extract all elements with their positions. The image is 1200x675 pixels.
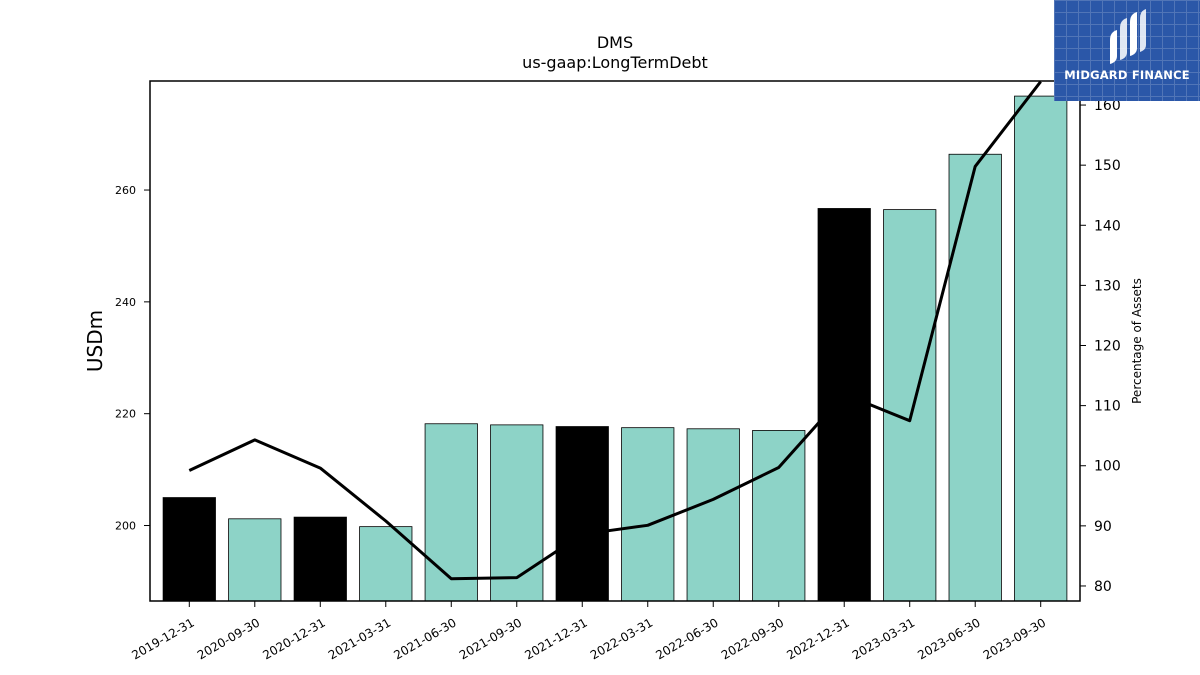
bar-2022-09-30 (752, 430, 806, 602)
chart-title: DMS (597, 33, 633, 52)
y2-tick-label: 90 (1094, 519, 1112, 535)
bar-series (162, 95, 1068, 602)
bar-2023-03-31 (883, 209, 937, 602)
brand-logo: MIDGARD FINANCE (1054, 0, 1200, 101)
x-tick-label: 2021-12-31 (522, 615, 589, 662)
x-tick-label: 2021-09-30 (457, 615, 524, 662)
x-tick-label: 2020-09-30 (195, 615, 262, 662)
brand-name: MIDGARD FINANCE (1064, 68, 1190, 82)
y2-tick-label: 100 (1094, 459, 1121, 475)
x-tick-label: 2019-12-31 (129, 615, 196, 662)
y2-tick-label: 160 (1094, 98, 1121, 114)
midgard-logo-icon (1110, 9, 1146, 64)
bar-2023-09-30 (1014, 95, 1068, 602)
y-tick-label: 220 (115, 408, 136, 421)
bar-2023-06-30 (948, 153, 1002, 602)
x-tick-label: 2021-06-30 (391, 615, 458, 662)
y2-tick-label: 80 (1094, 579, 1112, 595)
y2-tick-label: 130 (1094, 278, 1121, 294)
y-axis-label: USDm (83, 310, 107, 372)
y2-tick-label: 110 (1094, 399, 1121, 415)
bar-2020-09-30 (228, 518, 282, 602)
y2-tick-label: 150 (1094, 158, 1121, 174)
y2-axis-label: Percentage of Assets (1130, 278, 1144, 404)
x-tick-label: 2023-03-31 (850, 615, 917, 662)
y2-tick-label: 140 (1094, 218, 1121, 234)
y2-tick-label: 120 (1094, 339, 1121, 355)
x-tick-label: 2021-03-31 (326, 615, 393, 662)
line-series (188, 81, 1042, 581)
x-tick-label: 2023-09-30 (981, 615, 1048, 662)
x-tick-label: 2022-12-31 (784, 615, 851, 662)
chart-subtitle: us-gaap:LongTermDebt (522, 53, 708, 72)
y-tick-label: 240 (115, 296, 136, 309)
bar-2020-12-31 (293, 516, 347, 602)
bar-2019-12-31 (162, 497, 216, 602)
bar-2021-03-31 (359, 526, 413, 602)
percentage-line (188, 81, 1042, 581)
bar-2021-06-30 (424, 423, 478, 602)
bar-2022-06-30 (686, 428, 740, 602)
x-tick-label: 2023-06-30 (915, 615, 982, 662)
x-tick-label: 2020-12-31 (260, 615, 327, 662)
x-tick-label: 2022-06-30 (653, 615, 720, 662)
plot-frame (149, 80, 1081, 602)
bar-2021-12-31 (555, 426, 609, 602)
y-tick-label: 200 (115, 520, 136, 533)
y-tick-label: 260 (115, 184, 136, 197)
bar-2022-12-31 (817, 208, 871, 602)
bar-2021-09-30 (490, 424, 544, 602)
x-tick-label: 2022-09-30 (719, 615, 786, 662)
x-tick-label: 2022-03-31 (588, 615, 655, 662)
bar-2022-03-31 (621, 427, 675, 602)
